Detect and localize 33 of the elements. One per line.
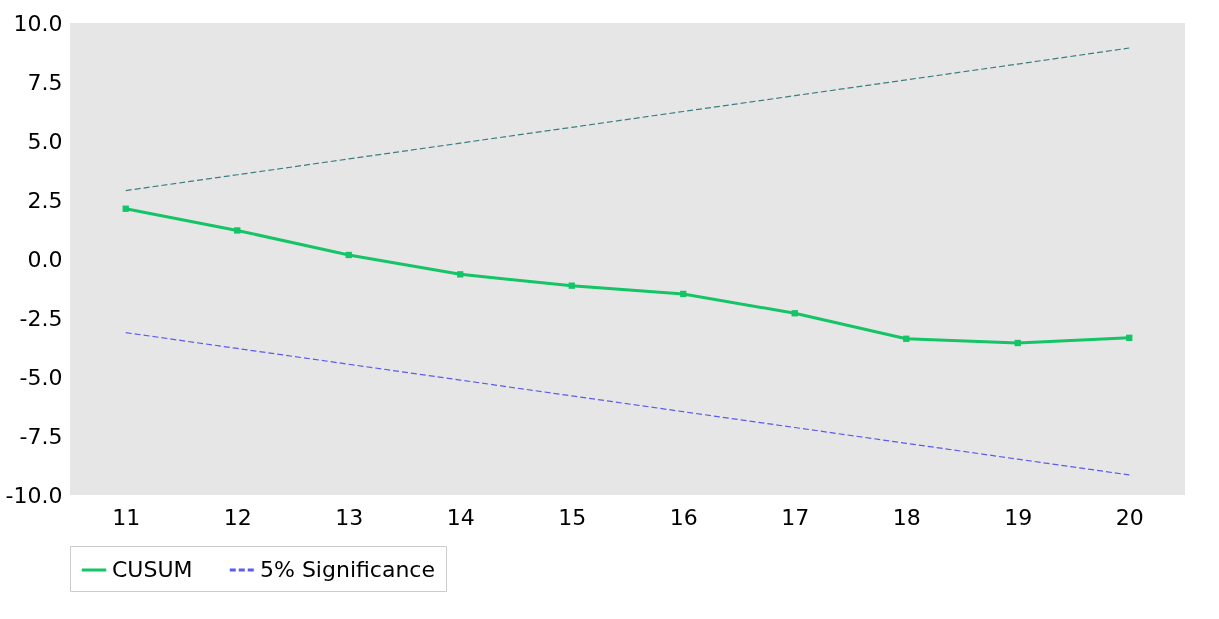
y-tick-label: 7.5 [27, 69, 63, 95]
x-tick-label: 13 [335, 504, 364, 530]
line-series [125, 332, 1130, 476]
y-tick-label: 0.0 [27, 246, 63, 272]
y-tick-label: 5.0 [27, 128, 63, 154]
point [457, 271, 464, 278]
y-tick-label: 2.5 [27, 187, 63, 213]
y-tick-label: -10.0 [5, 482, 63, 508]
x-tick-label: 18 [892, 504, 921, 530]
y-tick-label: -2.5 [19, 305, 63, 331]
point [345, 251, 352, 259]
x-tick-label: 12 [223, 504, 252, 530]
y-tick-label: 10.0 [13, 10, 63, 36]
point [1014, 339, 1021, 347]
point [122, 205, 129, 212]
x-tick-label: 17 [781, 504, 810, 530]
y-tick-label: -5.0 [19, 364, 63, 390]
legend-label: CUSUM [112, 557, 193, 582]
y-tick-label: -7.5 [19, 423, 63, 449]
x-tick-label: 14 [446, 504, 475, 530]
x-tick-label: 19 [1004, 504, 1033, 530]
x-tick-label: 20 [1115, 504, 1144, 530]
x-tick-label: 15 [558, 504, 587, 530]
line-series [125, 47, 1130, 192]
point [568, 282, 575, 289]
legend-label: 5% Significance [260, 557, 436, 582]
point [903, 335, 910, 342]
point [791, 310, 798, 317]
point [234, 227, 241, 234]
x-tick-label: 16 [669, 504, 698, 530]
point [680, 290, 687, 298]
point [1126, 334, 1133, 341]
x-tick-label: 11 [112, 504, 141, 530]
